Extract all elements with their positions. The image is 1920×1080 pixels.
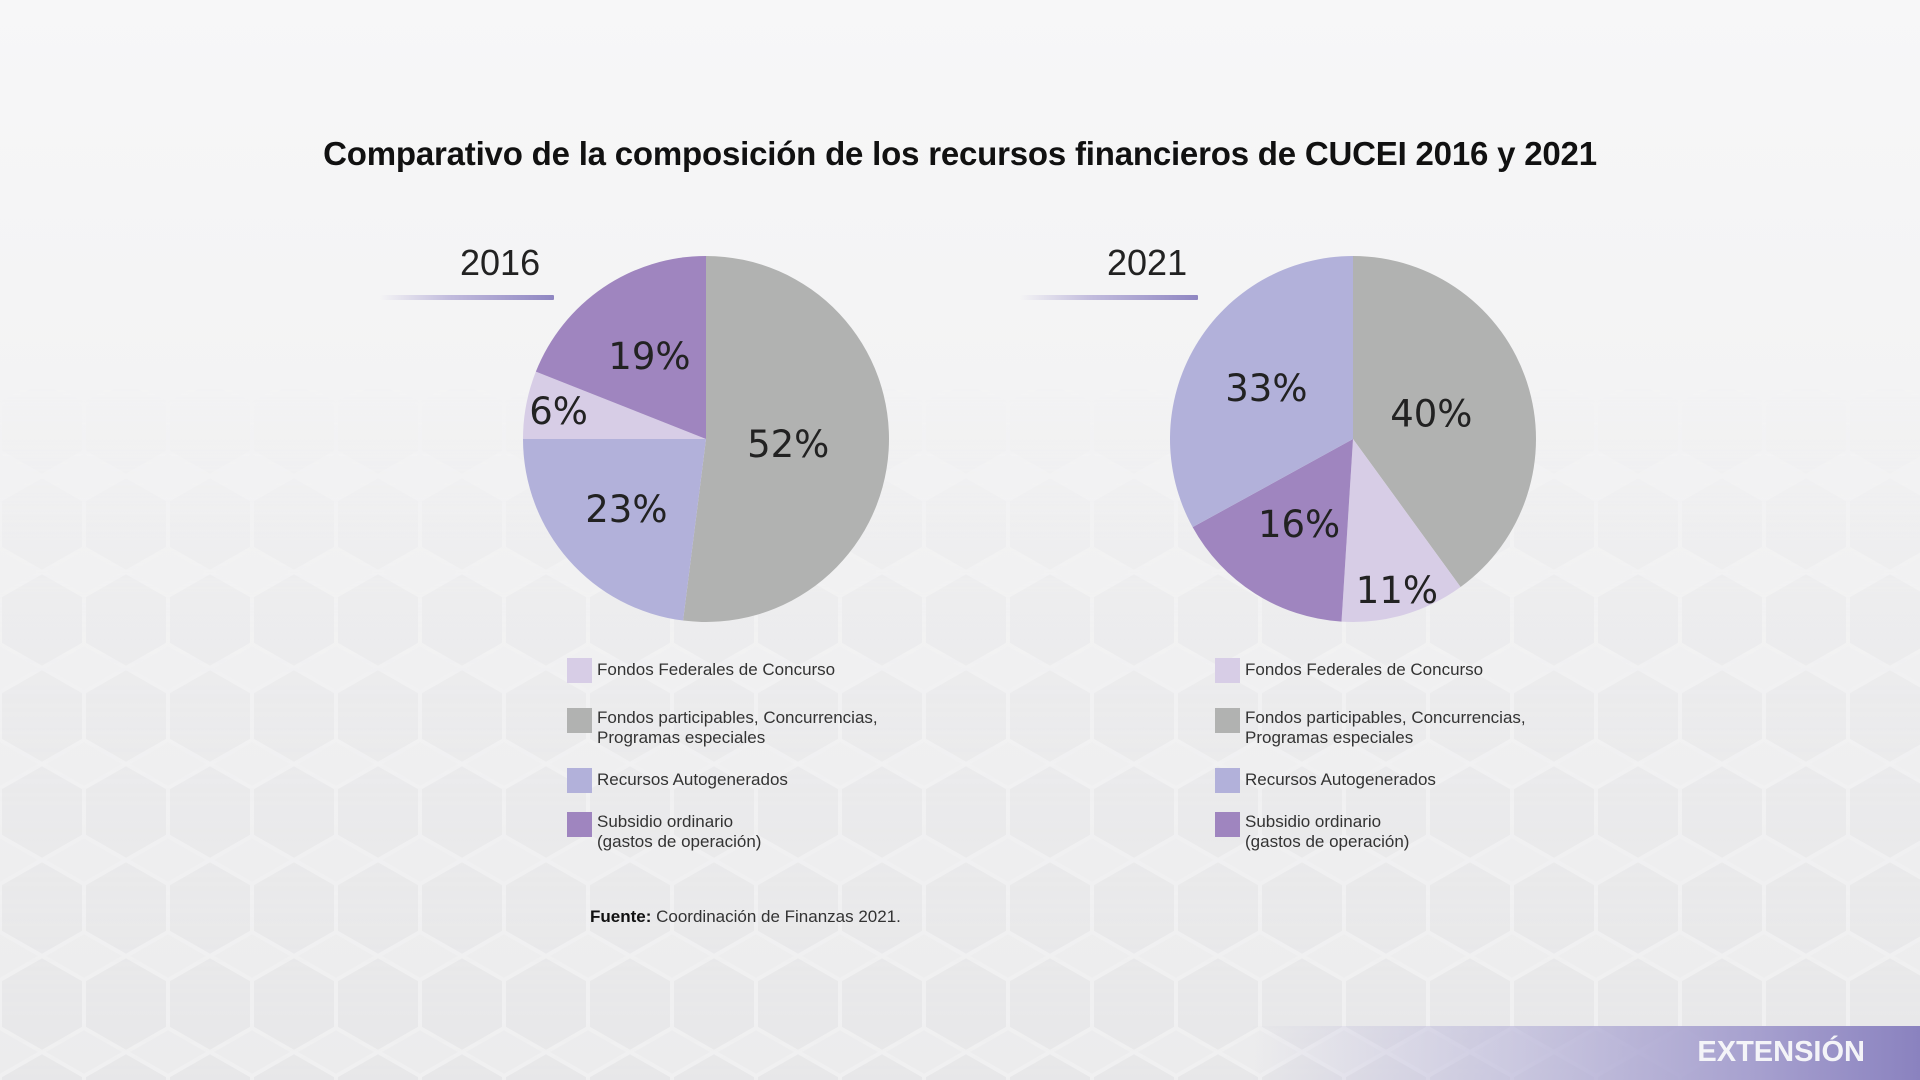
pie-panel-2016: 2016 52% 23% 6% 19% Fondos Federales de Con… — [380, 240, 1020, 880]
source-text: Coordinación de Finanzas 2021. — [651, 907, 901, 926]
pie-data-label: 23% — [585, 488, 667, 531]
legend-item: Fondos Federales de Concurso — [1215, 658, 1635, 683]
legend-item: Fondos participables, Concurrencias, Prog… — [567, 708, 987, 748]
legend-swatch-subsidio_ordinario — [1215, 812, 1240, 837]
legend-item: Subsidio ordinario (gastos de operación) — [1215, 812, 1635, 852]
pie-slice-fondos_federales — [523, 371, 706, 439]
legend-2016: Fondos Federales de Concurso Fondos parti… — [567, 658, 987, 852]
legend-label-line: Subsidio ordinario — [1245, 812, 1382, 831]
legend-label: Subsidio ordinario (gastos de operación) — [597, 812, 987, 852]
legend-label-line: Programas especiales — [1245, 728, 1414, 747]
legend-2021: Fondos Federales de Concurso Fondos parti… — [1215, 658, 1635, 852]
legend-item: Recursos Autogenerados — [567, 768, 987, 793]
legend-label-line: Subsidio ordinario — [597, 812, 734, 831]
legend-item: Fondos Federales de Concurso — [567, 658, 987, 683]
legend-item: Fondos participables, Concurrencias, Prog… — [1215, 708, 1635, 748]
pie-data-label: 6% — [529, 390, 588, 433]
pie-slice-recursos_autogenerados — [523, 439, 706, 621]
chart-title: Comparativo de la composición de los rec… — [323, 135, 1597, 172]
legend-label: Fondos Federales de Concurso — [1245, 660, 1635, 680]
legend-label-line: Recursos Autogenerados — [597, 770, 788, 789]
legend-label-line: (gastos de operación) — [1245, 832, 1410, 851]
section-label: EXTENSIÓN — [1697, 1036, 1865, 1068]
pie-slice-subsidio_ordinario — [1192, 439, 1353, 622]
legend-label: Fondos participables, Concurrencias, Prog… — [597, 708, 987, 748]
hexagon-background-pattern — [0, 380, 1920, 1080]
year-underline-2016 — [380, 295, 554, 300]
pie-data-label: 11% — [1356, 569, 1438, 612]
pie-slice-fondos_participables — [1353, 256, 1536, 588]
legend-item: Recursos Autogenerados — [1215, 768, 1635, 793]
legend-swatch-recursos_autogenerados — [1215, 768, 1240, 793]
pie-data-label: 19% — [608, 335, 690, 378]
legend-label: Fondos Federales de Concurso — [597, 660, 987, 680]
legend-label-line: Fondos Federales de Concurso — [1245, 660, 1484, 679]
legend-label-line: Fondos participables, Concurrencias, — [1245, 708, 1526, 727]
legend-label: Fondos participables, Concurrencias, Prog… — [1245, 708, 1635, 748]
legend-swatch-fondos_participables — [1215, 708, 1240, 733]
legend-swatch-subsidio_ordinario — [567, 812, 592, 837]
legend-label-line: Fondos participables, Concurrencias, — [597, 708, 878, 727]
pie-panel-2021: 2021 40% 11% 16% 33% Fondos Federales de Co… — [1020, 240, 1670, 880]
pie-data-label: 16% — [1258, 503, 1340, 546]
source-note: Fuente: Coordinación de Finanzas 2021. — [590, 907, 901, 927]
pie-slice-fondos_federales — [1341, 439, 1461, 622]
legend-label-line: (gastos de operación) — [597, 832, 762, 851]
legend-label: Recursos Autogenerados — [1245, 770, 1635, 790]
pie-title-2016: 2016 — [460, 242, 541, 283]
legend-swatch-fondos_federales — [1215, 658, 1240, 683]
pie-slice-recursos_autogenerados — [1170, 256, 1353, 528]
legend-swatch-fondos_federales — [567, 658, 592, 683]
footer-band — [1250, 1026, 1920, 1080]
pie-chart-2021: 40% 11% 16% 33% — [1170, 256, 1536, 622]
legend-label-line: Recursos Autogenerados — [1245, 770, 1436, 789]
pie-chart-2016: 52% 23% 6% 19% — [523, 256, 890, 622]
legend-label-line: Fondos Federales de Concurso — [597, 660, 836, 679]
legend-item: Subsidio ordinario (gastos de operación) — [567, 812, 987, 852]
year-underline-2021 — [1020, 295, 1198, 300]
pie-slice-subsidio_ordinario — [535, 256, 706, 439]
legend-label: Recursos Autogenerados — [597, 770, 987, 790]
legend-swatch-fondos_participables — [567, 708, 592, 733]
pie-data-label: 40% — [1390, 393, 1472, 436]
legend-label: Subsidio ordinario (gastos de operación) — [1245, 812, 1635, 852]
legend-swatch-recursos_autogenerados — [567, 768, 592, 793]
legend-label-line: Programas especiales — [597, 728, 766, 747]
pie-slice-fondos_participables — [683, 256, 890, 622]
pie-data-label: 52% — [747, 423, 829, 466]
source-label: Fuente: — [590, 907, 652, 926]
pie-title-2021: 2021 — [1107, 242, 1188, 283]
pie-data-label: 33% — [1225, 367, 1307, 410]
